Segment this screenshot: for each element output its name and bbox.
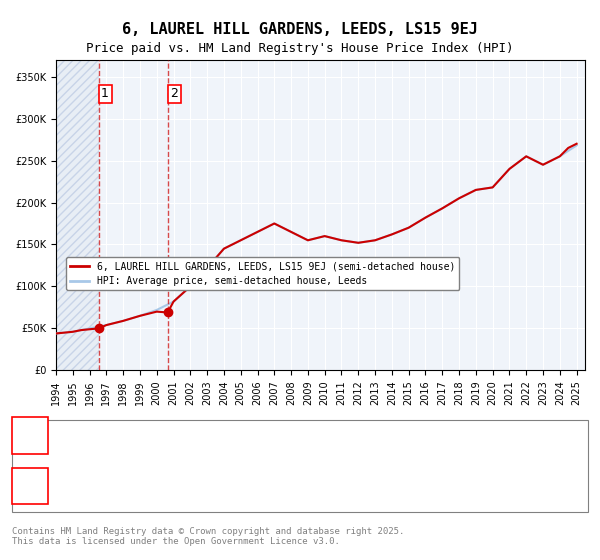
Text: £50,000: £50,000 (252, 432, 299, 442)
Text: ≈ HPI: ≈ HPI (402, 432, 436, 442)
Text: £69,000: £69,000 (252, 482, 299, 492)
Text: Price paid vs. HM Land Registry's House Price Index (HPI): Price paid vs. HM Land Registry's House … (86, 42, 514, 55)
Text: Contains HM Land Registry data © Crown copyright and database right 2025.
This d: Contains HM Land Registry data © Crown c… (12, 526, 404, 546)
Legend: 6, LAUREL HILL GARDENS, LEEDS, LS15 9EJ (semi-detached house), HPI: Average pric: 6, LAUREL HILL GARDENS, LEEDS, LS15 9EJ … (66, 257, 460, 290)
Text: 2: 2 (170, 87, 178, 100)
Text: 25-AUG-2000: 25-AUG-2000 (72, 482, 146, 492)
Text: 6, LAUREL HILL GARDENS, LEEDS, LS15 9EJ: 6, LAUREL HILL GARDENS, LEEDS, LS15 9EJ (122, 22, 478, 38)
Text: 2: 2 (26, 480, 34, 494)
Text: 1: 1 (26, 430, 34, 444)
Text: 19-JUL-1996: 19-JUL-1996 (72, 432, 146, 442)
Bar (56, 60, 98, 370)
Text: 5% ↑ HPI: 5% ↑ HPI (402, 482, 456, 492)
Text: 1: 1 (101, 87, 109, 100)
